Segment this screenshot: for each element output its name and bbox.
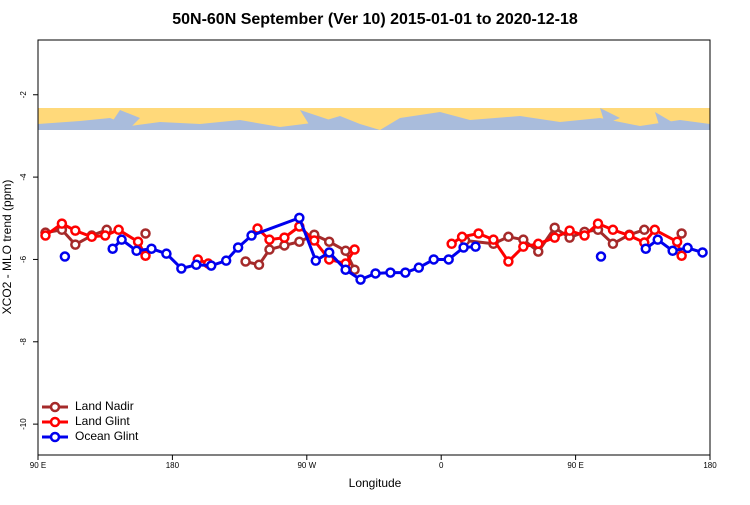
point	[323, 247, 335, 258]
point	[682, 242, 693, 254]
point	[385, 267, 396, 278]
point	[132, 236, 144, 247]
point	[310, 255, 322, 266]
point	[607, 224, 619, 236]
point	[107, 243, 118, 254]
legend-marker	[49, 401, 61, 413]
point	[294, 212, 305, 224]
plot-frame	[37, 39, 711, 456]
point	[456, 231, 468, 243]
point	[640, 243, 652, 254]
point	[607, 238, 619, 250]
point	[400, 267, 411, 278]
map-sea	[38, 116, 380, 130]
point	[340, 245, 351, 257]
point	[191, 259, 202, 271]
point	[676, 250, 687, 261]
point	[652, 234, 663, 245]
point	[116, 234, 127, 245]
point	[56, 218, 68, 229]
point	[503, 256, 514, 267]
map-sea	[380, 112, 710, 130]
point	[697, 247, 708, 258]
x-axis-label: Longitude	[349, 476, 402, 490]
map-strip	[38, 108, 710, 130]
point	[240, 256, 251, 267]
point	[140, 250, 151, 261]
legend-label: Land Glint	[75, 414, 130, 428]
x-tick-label: 90 W	[297, 461, 316, 470]
point	[113, 224, 124, 236]
point	[595, 251, 607, 262]
y-tick-label: -2	[19, 91, 28, 99]
x-tick-label: 90 E	[30, 461, 46, 470]
point	[667, 245, 678, 257]
point	[86, 231, 98, 243]
y-axis-label: XCO2 - MLO trend (ppm)	[0, 180, 14, 315]
x-tick-label: 0	[439, 461, 444, 470]
point	[649, 224, 660, 236]
point	[40, 230, 51, 241]
point	[549, 222, 560, 233]
point	[205, 260, 217, 271]
point	[279, 232, 290, 243]
point	[176, 263, 187, 274]
point	[253, 259, 265, 271]
point	[533, 238, 544, 250]
point	[671, 236, 683, 247]
point	[349, 244, 360, 255]
point	[140, 228, 151, 239]
point	[579, 230, 590, 241]
y-tick-label: -8	[19, 338, 28, 346]
point	[323, 236, 335, 247]
point	[488, 234, 499, 245]
point	[624, 230, 635, 241]
point	[232, 242, 244, 253]
point	[470, 241, 481, 252]
legend-label: Land Nadir	[75, 399, 134, 413]
point	[246, 230, 257, 241]
x-tick-label: 180	[166, 461, 180, 470]
point	[458, 242, 469, 253]
point	[443, 254, 454, 265]
point	[59, 251, 71, 262]
point	[676, 228, 687, 239]
y-tick-label: -4	[19, 173, 28, 181]
x-tick-label: 180	[703, 461, 717, 470]
legend-marker	[49, 416, 61, 428]
point	[340, 264, 351, 275]
point	[639, 224, 650, 236]
point	[264, 234, 275, 245]
point	[294, 236, 305, 247]
point	[355, 274, 366, 285]
point	[309, 235, 320, 246]
point	[70, 225, 81, 236]
legend-marker	[49, 431, 61, 443]
legend-label: Ocean Glint	[75, 429, 139, 443]
point	[518, 241, 529, 252]
point	[413, 262, 425, 273]
point	[473, 228, 484, 239]
point	[549, 232, 560, 243]
point	[564, 225, 575, 236]
point	[161, 248, 172, 259]
point	[99, 230, 111, 241]
y-tick-label: -10	[19, 418, 28, 430]
point	[131, 245, 142, 257]
x-tick-label: 90 E	[567, 461, 583, 470]
point	[503, 231, 514, 243]
chart-title: 50N-60N September (Ver 10) 2015-01-01 to…	[172, 11, 578, 28]
y-tick-label: -6	[19, 255, 28, 263]
point	[446, 238, 457, 250]
point	[428, 254, 439, 265]
point	[592, 218, 604, 229]
point	[70, 239, 81, 250]
point	[220, 255, 232, 266]
point	[370, 268, 381, 279]
series-line	[44, 222, 684, 266]
point	[264, 244, 275, 255]
point	[146, 243, 157, 254]
